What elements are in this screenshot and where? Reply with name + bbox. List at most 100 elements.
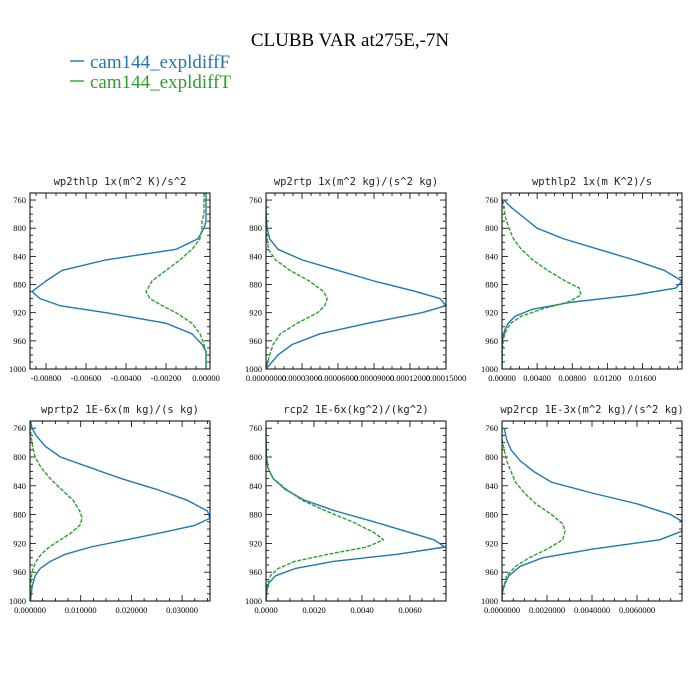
- y-tick-label: 840: [249, 251, 262, 261]
- chart-panels: wp2thlp 1x(m^2 K)/s^2 760 800 840 880 920 960 1…: [9, 176, 684, 615]
- y-tick-label: 800: [249, 452, 262, 462]
- x-tick-label: 0.0020000: [529, 605, 565, 615]
- series-line-2: [30, 421, 83, 601]
- series-line-1: [30, 421, 210, 601]
- x-tick-label: 0.00009000: [354, 373, 394, 383]
- y-tick-label: 840: [485, 251, 498, 261]
- x-tick-label: 0.00000: [488, 373, 516, 383]
- chart-panel-5: rcp2 1E-6x(kg^2)/(kg^2) 760 800 840 880 920 96…: [245, 404, 447, 615]
- series-line-2: [266, 200, 328, 369]
- x-tick-label: 0.0060: [398, 605, 421, 615]
- chart-panel-1: wp2thlp 1x(m^2 K)/s^2 760 800 840 880 920 960 1…: [9, 176, 220, 383]
- y-tick-label: 1000: [481, 364, 498, 374]
- panel-title: wprtp2 1E-6x(m kg)/(s kg): [41, 404, 199, 416]
- x-tick-label: 0.00400: [523, 373, 551, 383]
- chart-panel-3: wpthlp2 1x(m K^2)/s 760 800 840 880 920 960 100…: [481, 176, 683, 383]
- x-tick-label: 0.00003000: [282, 373, 322, 383]
- series-line-1: [502, 199, 682, 369]
- plot-frame: [501, 192, 683, 370]
- series-line-1: [502, 428, 682, 601]
- y-tick-label: 840: [13, 251, 26, 261]
- y-tick-label: 960: [13, 336, 26, 346]
- y-tick-label: 760: [485, 195, 498, 205]
- y-tick-label: 840: [13, 481, 26, 491]
- y-tick-label: 920: [249, 308, 262, 318]
- y-tick-label: 920: [13, 538, 26, 548]
- y-tick-label: 760: [249, 195, 262, 205]
- x-tick-label: 0.000000: [14, 605, 46, 615]
- y-tick-label: 920: [485, 538, 498, 548]
- panel-title: wpthlp2 1x(m K^2)/s: [532, 176, 652, 188]
- y-tick-label: 800: [13, 223, 26, 233]
- x-tick-label: 0.0000000: [484, 605, 520, 615]
- y-tick-label: 880: [13, 280, 26, 290]
- plot-frame: [265, 420, 447, 602]
- x-tick-label: -0.00600: [71, 373, 101, 383]
- x-tick-label: 0.010000: [65, 605, 97, 615]
- x-tick-label: 0.0040: [350, 605, 373, 615]
- x-tick-label: -0.00200: [151, 373, 181, 383]
- series-line-2: [266, 428, 385, 601]
- y-tick-label: 840: [485, 481, 498, 491]
- y-tick-label: 800: [485, 223, 498, 233]
- chart-panel-2: wp2rtp 1x(m^2 kg)/(s^2 kg) 760 800 840 880 92…: [245, 176, 466, 383]
- plot-frame: [265, 192, 447, 370]
- y-tick-label: 760: [13, 423, 26, 433]
- y-tick-label: 960: [249, 567, 262, 577]
- y-tick-label: 760: [13, 195, 26, 205]
- y-tick-label: 920: [485, 308, 498, 318]
- y-tick-label: 920: [13, 308, 26, 318]
- y-tick-label: 760: [485, 423, 498, 433]
- y-tick-label: 880: [485, 280, 498, 290]
- plot-frame: [501, 420, 683, 602]
- x-tick-label: 0.00006000: [318, 373, 358, 383]
- y-tick-label: 1000: [245, 596, 262, 606]
- y-tick-label: 840: [249, 481, 262, 491]
- y-tick-label: 960: [485, 336, 498, 346]
- figure-title: CLUBB VAR at275E,-7N: [251, 30, 450, 51]
- x-tick-label: 0.0020: [302, 605, 325, 615]
- series-line-1: [31, 193, 207, 369]
- panel-title: wp2rtp 1x(m^2 kg)/(s^2 kg): [274, 176, 438, 188]
- y-tick-label: 800: [485, 452, 498, 462]
- x-tick-label: -0.00800: [31, 373, 61, 383]
- x-tick-label: 0.0040000: [574, 605, 610, 615]
- legend-label-1: cam144_expldiffF: [90, 52, 230, 73]
- y-tick-label: 800: [13, 452, 26, 462]
- y-tick-label: 960: [485, 567, 498, 577]
- y-tick-label: 880: [249, 280, 262, 290]
- series-line-2: [145, 193, 207, 369]
- plot-frame: [29, 192, 211, 370]
- chart-panel-6: wp2rcp 1E-3x(m^2 kg)/(s^2 kg)760 800 840 88…: [481, 404, 684, 615]
- y-tick-label: 800: [249, 223, 262, 233]
- x-tick-label: 0.00015000: [426, 373, 466, 383]
- x-tick-label: 0.00012000: [390, 373, 430, 383]
- chart-panel-4: wprtp2 1E-6x(m kg)/(s kg) 760 800 840 880 920…: [9, 404, 211, 615]
- x-tick-label: -0.00400: [111, 373, 141, 383]
- y-tick-label: 1000: [9, 596, 26, 606]
- x-tick-label: 0.030000: [166, 605, 198, 615]
- y-tick-label: 1000: [245, 364, 262, 374]
- y-tick-label: 960: [249, 336, 262, 346]
- x-tick-label: 0.0000: [254, 605, 277, 615]
- x-tick-label: 0.020000: [115, 605, 147, 615]
- y-tick-label: 880: [13, 510, 26, 520]
- x-tick-label: 0.00000: [192, 373, 220, 383]
- y-tick-label: 760: [249, 423, 262, 433]
- y-tick-label: 920: [249, 538, 262, 548]
- x-tick-label: 0.00800: [558, 373, 586, 383]
- y-tick-label: 880: [485, 510, 498, 520]
- panel-title: wp2thlp 1x(m^2 K)/s^2: [54, 176, 187, 188]
- x-tick-label: 0.0060000: [619, 605, 655, 615]
- panel-title: rcp2 1E-6x(kg^2)/(kg^2): [283, 404, 428, 416]
- plot-frame: [29, 420, 211, 602]
- x-tick-label: 0.01600: [629, 373, 657, 383]
- x-tick-label: 0.01200: [594, 373, 622, 383]
- series-line-2: [502, 199, 582, 369]
- series-line-1: [266, 200, 446, 369]
- y-tick-label: 1000: [481, 596, 498, 606]
- y-tick-label: 960: [13, 567, 26, 577]
